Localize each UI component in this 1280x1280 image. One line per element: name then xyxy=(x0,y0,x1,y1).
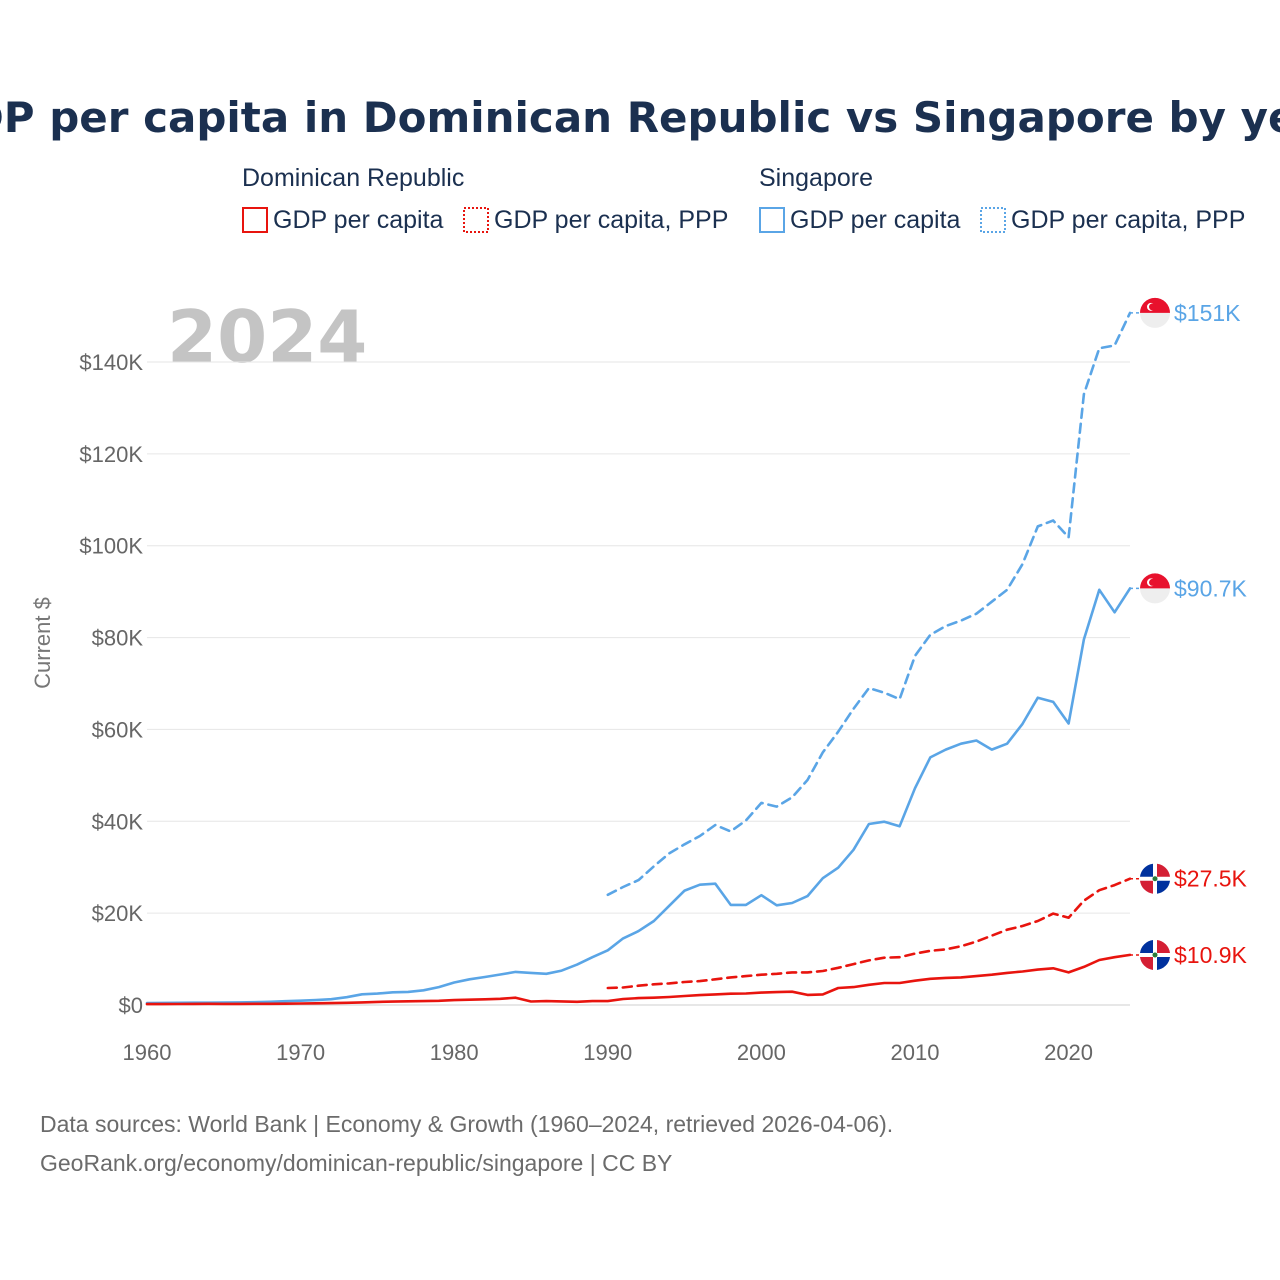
series xyxy=(145,311,1132,1006)
end-value-label: $151K xyxy=(1174,300,1241,326)
y-tick-label: $80K xyxy=(92,626,144,651)
flag-crescent-cut xyxy=(1149,303,1156,311)
series-line-2 xyxy=(606,877,1132,990)
x-tick-label: 1980 xyxy=(430,1040,479,1065)
chart-title: GDP per capita in Dominican Republic vs … xyxy=(0,93,1280,142)
end-value-label: $90.7K xyxy=(1174,575,1248,601)
x-axis-ticks: 1960 1970 1980 1990 2000 2010 2020 xyxy=(123,1040,1094,1065)
end-value-label: $10.9K xyxy=(1174,942,1248,968)
x-tick-label: 1990 xyxy=(583,1040,632,1065)
end-marker-2: $27.5K xyxy=(1130,863,1248,894)
y-tick-label: $60K xyxy=(92,717,144,742)
end-marker-1: $90.7K xyxy=(1130,573,1248,604)
series-line-1 xyxy=(145,587,1132,1005)
y-tick-label: $20K xyxy=(92,901,144,926)
y-tick-label: $120K xyxy=(79,442,143,467)
footer-source: Data sources: World Bank | Economy & Gro… xyxy=(40,1111,893,1137)
footer-credit: GeoRank.org/economy/dominican-republic/s… xyxy=(40,1150,672,1176)
legend-label-sg-ppp: GDP per capita, PPP xyxy=(1011,206,1245,234)
series-line-3 xyxy=(145,953,1132,1006)
year-watermark: 2024 xyxy=(167,295,367,379)
y-tick-label: $40K xyxy=(92,809,144,834)
legend: Dominican Republic GDP per capita GDP pe… xyxy=(242,164,1245,234)
flag-quarter xyxy=(1157,956,1170,970)
y-tick-label: $0 xyxy=(119,993,143,1018)
y-tick-label: $100K xyxy=(79,534,143,559)
legend-label-dr-ppp: GDP per capita, PPP xyxy=(494,206,728,234)
flag-quarter xyxy=(1140,939,1153,953)
flag-quarter xyxy=(1157,939,1170,953)
legend-label-sg-gdp: GDP per capita xyxy=(790,206,961,234)
legend-swatch-dr-gdp xyxy=(242,207,268,233)
x-tick-label: 1960 xyxy=(123,1040,172,1065)
legend-swatch-sg-ppp xyxy=(980,207,1006,233)
x-tick-label: 2000 xyxy=(737,1040,786,1065)
legend-group-title-singapore: Singapore xyxy=(759,164,873,192)
flag-quarter xyxy=(1140,956,1153,970)
x-tick-label: 1970 xyxy=(276,1040,325,1065)
flag-quarter xyxy=(1140,863,1153,877)
x-tick-label: 2020 xyxy=(1044,1040,1093,1065)
end-labels: $151K $90.7K $27.5K $10.9K xyxy=(1130,297,1248,970)
legend-swatch-dr-ppp xyxy=(463,207,489,233)
flag-emblem xyxy=(1152,876,1158,882)
y-tick-label: $140K xyxy=(79,350,143,375)
end-marker-3: $10.9K xyxy=(1130,939,1248,970)
flag-emblem xyxy=(1152,952,1158,958)
flag-quarter xyxy=(1157,863,1170,877)
y-axis-ticks: $0 $20K $40K $60K $80K $100K $120K $140K xyxy=(79,350,143,1018)
legend-group-title-dominican: Dominican Republic xyxy=(242,164,464,192)
end-value-label: $27.5K xyxy=(1174,866,1248,892)
legend-swatch-sg-gdp xyxy=(759,207,785,233)
grid xyxy=(147,361,1130,1006)
flag-crescent-cut xyxy=(1149,578,1156,586)
legend-label-dr-gdp: GDP per capita xyxy=(273,206,444,234)
y-axis-label: Current $ xyxy=(30,597,55,689)
flag-quarter xyxy=(1140,880,1153,894)
end-marker-0: $151K xyxy=(1130,297,1241,328)
series-line-0 xyxy=(606,311,1132,897)
flag-quarter xyxy=(1157,880,1170,894)
x-tick-label: 2010 xyxy=(890,1040,939,1065)
